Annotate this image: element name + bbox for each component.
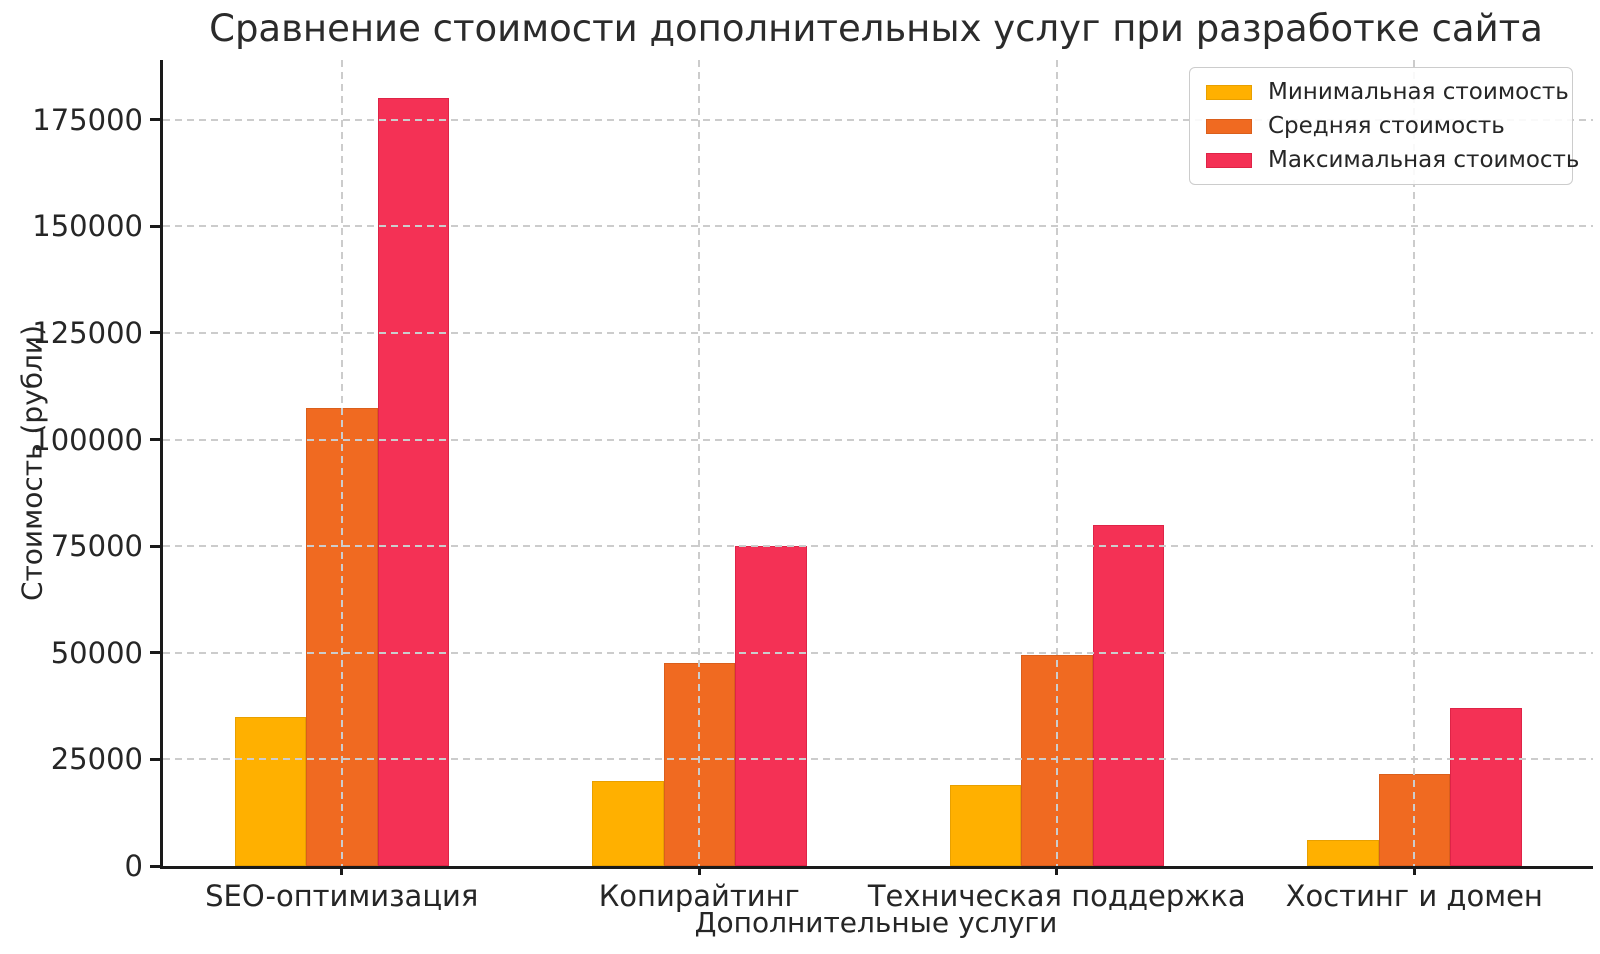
gridline-x-2 [1055, 60, 1058, 866]
y-tick-mark-50000 [150, 651, 160, 655]
y-tick-mark-75000 [150, 544, 160, 548]
bar-2-series-2 [1092, 524, 1164, 866]
gridline-y-175000 [163, 118, 1593, 121]
legend-item-max: Максимальная стоимость [1206, 147, 1580, 173]
y-tick-label-0: 0 [124, 849, 143, 883]
y-tick-label-50000: 50000 [50, 635, 143, 670]
gridline-y-75000 [163, 545, 1593, 548]
bar-0-series-2 [377, 98, 449, 866]
x-tick-mark-3 [1412, 866, 1416, 875]
x-tick-label-2: Техническая поддержка [867, 879, 1246, 913]
y-tick-mark-175000 [150, 118, 160, 122]
bar-1-series-2 [735, 546, 807, 866]
gridline-x-0 [340, 60, 343, 866]
legend-item-min: Минимальная стоимость [1206, 79, 1569, 105]
y-tick-mark-100000 [150, 438, 160, 442]
bar-0-series-0 [234, 716, 306, 866]
y-tick-mark-0 [150, 864, 160, 868]
y-tick-mark-125000 [150, 331, 160, 335]
gridline-y-100000 [163, 438, 1593, 441]
legend-item-avg: Средняя стоимость [1206, 113, 1556, 139]
bar-3-series-2 [1450, 708, 1522, 866]
gridline-y-125000 [163, 331, 1593, 334]
legend: Минимальная стоимость Средняя стоимость … [1189, 67, 1580, 185]
y-tick-label-175000: 175000 [32, 102, 143, 137]
x-tick-mark-0 [340, 866, 344, 875]
bar-3-series-0 [1307, 840, 1379, 866]
y-tick-label-25000: 25000 [50, 742, 143, 777]
x-tick-label-3: Хостинг и домен [1285, 879, 1543, 913]
chart-title: Сравнение стоимости дополнительных услуг… [209, 7, 1543, 50]
x-tick-mark-2 [1055, 866, 1059, 875]
gridline-y-50000 [163, 651, 1593, 654]
x-tick-mark-1 [697, 866, 701, 875]
y-tick-label-150000: 150000 [32, 209, 143, 244]
x-tick-label-0: SEO-оптимизация [205, 879, 479, 913]
gridline-y-150000 [163, 225, 1593, 228]
legend-label-avg: Средняя стоимость [1268, 113, 1505, 139]
gridline-x-3 [1413, 60, 1416, 866]
legend-swatch-avg [1206, 118, 1252, 134]
legend-swatch-min [1206, 84, 1252, 100]
gridline-y-25000 [163, 758, 1593, 761]
gridline-x-1 [698, 60, 701, 866]
y-tick-label-125000: 125000 [32, 315, 143, 350]
bar-1-series-0 [592, 780, 664, 866]
legend-swatch-max [1206, 152, 1252, 168]
y-tick-mark-150000 [150, 224, 160, 228]
bar-2-series-0 [949, 784, 1021, 866]
y-tick-label-100000: 100000 [32, 422, 143, 457]
legend-label-min: Минимальная стоимость [1268, 79, 1569, 105]
legend-label-max: Максимальная стоимость [1268, 147, 1580, 173]
x-tick-label-1: Копирайтинг [598, 879, 800, 913]
y-tick-label-75000: 75000 [50, 529, 143, 564]
y-tick-mark-25000 [150, 757, 160, 761]
x-axis-label: Дополнительные услуги [694, 906, 1058, 939]
plot-area: 0 25000 50000 75000 100000 125000 150000 175000… [32, 60, 1593, 912]
